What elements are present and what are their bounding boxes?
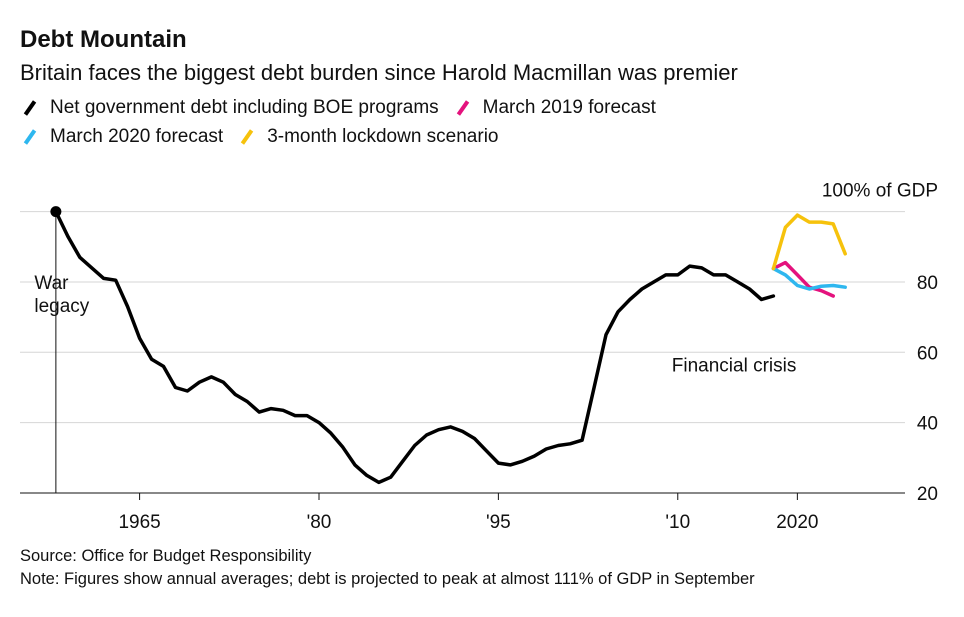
series-line-0	[54, 209, 776, 485]
legend-row-1: Net government debt including BOE progra…	[20, 97, 670, 119]
y-tick-label-80: 80	[917, 273, 938, 294]
series-line-2	[771, 266, 847, 291]
source-note: Source: Office for Budget Responsibility	[20, 547, 312, 565]
y-tick-label-40: 40	[917, 414, 938, 435]
legend-row-2: March 2020 forecast 3-month lockdown sce…	[20, 126, 513, 148]
series-line-3	[771, 213, 847, 271]
chart-title: Debt Mountain	[20, 26, 187, 53]
annotation-2: Financial crisis	[672, 356, 797, 377]
axes	[20, 492, 905, 500]
chart-subtitle: Britain faces the biggest debt burden si…	[20, 60, 738, 85]
legend-label-2020-forecast: March 2020 forecast	[50, 126, 224, 147]
legend-label-2019-forecast: March 2019 forecast	[482, 97, 656, 118]
legend-item-2020-forecast: March 2020 forecast	[20, 126, 223, 148]
y-tick-label-20: 20	[917, 484, 938, 505]
x-tick-label-1980: '80	[307, 512, 332, 533]
y-tick-label-60: 60	[917, 343, 938, 364]
legend-item-net-debt: Net government debt including BOE progra…	[20, 97, 439, 119]
annotation-0: War	[34, 273, 69, 294]
x-tick-label-2020: 2020	[776, 512, 818, 533]
footnote: Note: Figures show annual averages; debt…	[20, 570, 755, 588]
start-marker-dot	[50, 206, 62, 218]
series-lines	[50, 206, 847, 493]
x-tick-label-2010: '10	[665, 512, 690, 533]
gridlines	[20, 211, 905, 494]
legend-item-lockdown: 3-month lockdown scenario	[237, 126, 499, 148]
x-tick-label-1965: 1965	[118, 512, 160, 533]
legend-item-2019-forecast: March 2019 forecast	[453, 97, 656, 119]
series-line-1	[771, 260, 835, 298]
legend-label-net-debt: Net government debt including BOE progra…	[50, 97, 439, 118]
y-axis-label: 100% of GDP	[822, 181, 938, 202]
annotation-1: legacy	[34, 296, 89, 317]
chart-labels: 20 40 60 80 100% of GDP 1965 '80 '95 '10 2020 Warl…	[34, 181, 938, 533]
legend-label-lockdown: 3-month lockdown scenario	[267, 126, 499, 147]
x-tick-label-1995: '95	[486, 512, 511, 533]
